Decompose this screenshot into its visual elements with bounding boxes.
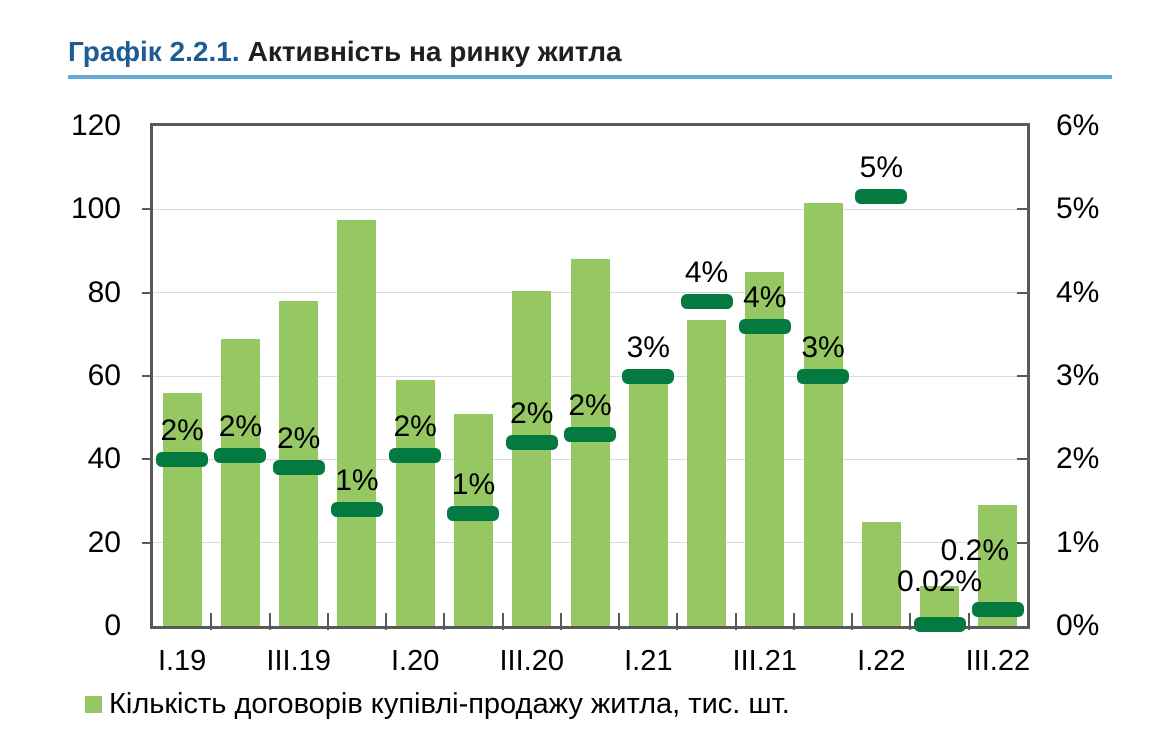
right-axis-tick — [1017, 291, 1027, 294]
pct-label: 4% — [684, 255, 729, 289]
bar — [687, 319, 727, 626]
x-axis-tick — [676, 613, 679, 630]
y-axis-label-right: 6% — [1056, 109, 1100, 142]
x-axis-tick — [734, 613, 737, 630]
x-tick-label: I.19 — [157, 645, 207, 677]
x-tick-label: I.20 — [391, 645, 440, 677]
y-axis-label-right: 4% — [1056, 275, 1100, 309]
pct-marker — [156, 451, 209, 467]
chart-title-text: Активність на ринку житла — [247, 36, 622, 67]
pct-label: 2% — [393, 409, 437, 443]
x-axis-tick — [501, 613, 504, 630]
bar — [628, 380, 668, 626]
chart-title: Графік 2.2.1. Активність на ринку житла — [68, 36, 622, 68]
left-axis-tick — [142, 291, 150, 294]
pct-label: 2% — [218, 409, 263, 443]
x-tick-label: III.22 — [965, 645, 1031, 677]
pct-marker — [971, 601, 1024, 617]
x-axis-tick — [618, 613, 621, 630]
x-tick-label: I.22 — [857, 645, 906, 677]
y-axis-label-left: 80 — [87, 275, 121, 309]
x-axis-tick — [326, 613, 329, 630]
left-axis-tick — [142, 375, 150, 377]
pct-label: 2% — [276, 422, 321, 456]
pct-label: 1% — [451, 468, 496, 501]
pct-label: 0.02% — [897, 564, 983, 598]
pct-label: 2% — [568, 388, 612, 422]
pct-label: 3% — [626, 330, 670, 364]
y-axis-label-right: 5% — [1056, 192, 1100, 226]
bar — [803, 203, 843, 626]
bar — [395, 380, 435, 626]
y-axis-label-left: 120 — [70, 109, 121, 142]
pct-label: 0.2% — [940, 533, 1010, 567]
x-tick-label: III.19 — [266, 645, 331, 677]
pct-marker — [389, 447, 442, 463]
x-axis-tick — [792, 613, 795, 630]
pct-marker — [913, 616, 966, 632]
pct-marker — [330, 501, 383, 517]
x-tick-label: I.21 — [624, 645, 673, 677]
legend-label: Кількість договорів купівлі-продажу житл… — [109, 688, 790, 720]
bar — [220, 338, 260, 626]
x-tick-label: III.20 — [499, 645, 564, 677]
bar — [337, 219, 377, 626]
pct-marker — [797, 368, 850, 384]
legend: Кількість договорів купівлі-продажу житл… — [85, 689, 790, 719]
bar — [570, 259, 610, 626]
x-axis-tick — [967, 613, 970, 630]
y-axis-label-left: 0 — [104, 609, 121, 642]
pct-marker — [680, 293, 733, 309]
title-underline — [68, 75, 1112, 79]
y-axis-label-left: 40 — [87, 442, 121, 476]
plot-area: 2% 2% 2% 1% 2% 1% 2% 2% 3% 4% 4% 3% 5% 0.02% 0.2% — [142, 123, 1030, 632]
pct-marker — [564, 426, 616, 442]
pct-marker — [505, 435, 558, 451]
y-axis-label-right: 1% — [1056, 525, 1100, 559]
x-axis-tick — [443, 613, 446, 630]
x-axis-tick — [268, 613, 271, 630]
y-axis-label-right: 3% — [1056, 359, 1100, 392]
pct-label: 2% — [510, 397, 554, 431]
x-axis-tick — [385, 613, 388, 630]
pct-marker — [447, 506, 500, 521]
right-axis-tick — [1017, 458, 1027, 461]
right-axis-tick — [1017, 208, 1027, 211]
x-axis-tick — [851, 613, 854, 630]
x-tick-label: III.21 — [732, 645, 798, 677]
legend-swatch — [85, 695, 102, 713]
pct-marker — [214, 447, 267, 463]
pct-label: 2% — [160, 413, 204, 447]
left-axis-tick — [142, 541, 150, 544]
x-axis-tick — [210, 613, 213, 630]
pct-marker — [622, 368, 675, 384]
left-axis-tick — [142, 458, 150, 461]
bar — [162, 392, 202, 626]
bar — [861, 521, 901, 626]
pct-label: 1% — [335, 463, 379, 497]
pct-marker — [738, 318, 791, 334]
pct-marker — [272, 460, 325, 476]
pct-marker — [855, 189, 908, 205]
y-axis-label-left: 60 — [87, 359, 121, 392]
left-axis-tick — [142, 208, 150, 211]
pct-label: 4% — [743, 280, 787, 314]
x-axis-tick — [559, 613, 562, 630]
pct-label: 3% — [801, 330, 845, 364]
y-axis-label-right: 0% — [1056, 609, 1100, 642]
pct-label: 5% — [859, 151, 903, 185]
right-axis-tick — [1017, 541, 1027, 544]
right-axis-tick — [1017, 375, 1027, 377]
grid-line — [153, 208, 1027, 210]
x-axis-tick — [909, 613, 912, 630]
y-axis-label-left: 20 — [87, 525, 121, 559]
chart-title-number: Графік 2.2.1. — [68, 36, 240, 67]
y-axis-label-right: 2% — [1056, 442, 1100, 476]
bar — [512, 290, 552, 626]
y-axis-label-left: 100 — [70, 192, 121, 226]
